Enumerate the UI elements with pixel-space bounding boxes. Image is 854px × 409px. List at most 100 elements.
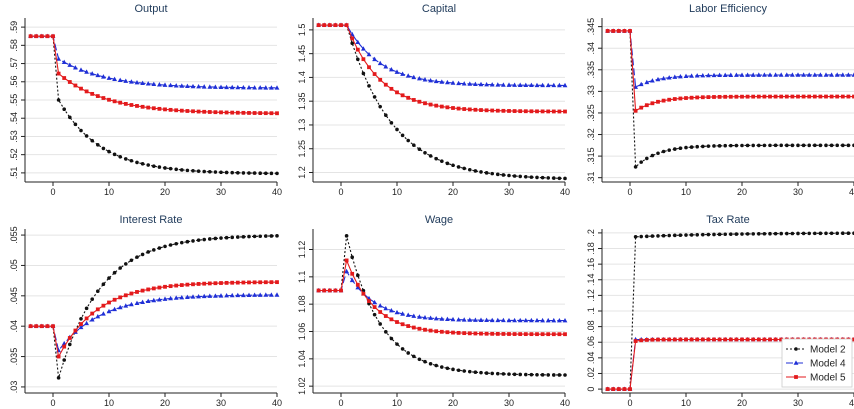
data-point bbox=[535, 372, 539, 377]
panel-title: Tax Rate bbox=[706, 214, 749, 226]
y-tick-label: 1.04 bbox=[297, 350, 307, 368]
data-point bbox=[56, 98, 61, 102]
y-tick-label: .04 bbox=[586, 352, 596, 365]
data-point bbox=[551, 109, 556, 114]
data-point bbox=[706, 95, 711, 99]
data-point bbox=[689, 73, 694, 78]
data-point bbox=[56, 354, 61, 359]
data-point bbox=[101, 96, 106, 100]
data-point bbox=[417, 357, 422, 362]
data-point bbox=[333, 288, 338, 293]
data-point bbox=[412, 143, 416, 147]
data-point bbox=[389, 317, 394, 322]
data-point bbox=[684, 96, 688, 100]
data-point bbox=[135, 255, 139, 259]
data-point bbox=[241, 280, 246, 285]
data-point bbox=[490, 108, 495, 113]
data-point bbox=[185, 239, 190, 244]
data-point bbox=[529, 175, 534, 179]
data-point bbox=[112, 152, 117, 157]
data-point bbox=[790, 72, 795, 77]
series-line bbox=[607, 30, 854, 169]
data-point bbox=[202, 169, 206, 174]
data-point bbox=[117, 77, 123, 82]
series-line bbox=[318, 258, 565, 335]
data-point bbox=[723, 232, 727, 237]
data-point bbox=[400, 311, 405, 316]
data-point bbox=[355, 284, 361, 290]
data-point bbox=[468, 369, 472, 374]
x-tick-label: 0 bbox=[50, 187, 55, 197]
data-point bbox=[473, 107, 478, 112]
data-point bbox=[756, 337, 761, 342]
y-tick-label: .045 bbox=[9, 287, 19, 305]
data-point bbox=[196, 169, 201, 173]
y-tick-label: .02 bbox=[586, 367, 596, 380]
data-point bbox=[157, 285, 162, 290]
data-point bbox=[751, 94, 756, 99]
data-point bbox=[62, 76, 67, 80]
data-point bbox=[824, 94, 828, 99]
data-point bbox=[207, 84, 213, 89]
data-point bbox=[202, 281, 207, 286]
data-point bbox=[378, 322, 383, 326]
data-point bbox=[650, 234, 655, 238]
data-point bbox=[355, 282, 360, 287]
data-point bbox=[101, 282, 106, 286]
data-point bbox=[67, 336, 72, 340]
data-point bbox=[529, 372, 534, 377]
data-point bbox=[818, 72, 823, 77]
data-point bbox=[523, 317, 529, 323]
y-tick-label: .16 bbox=[586, 258, 596, 271]
data-point bbox=[740, 143, 744, 148]
x-tick-label: 40 bbox=[849, 398, 854, 408]
data-point bbox=[400, 93, 405, 98]
y-tick-label: .055 bbox=[9, 226, 19, 244]
data-point bbox=[616, 387, 621, 391]
data-point bbox=[729, 232, 733, 236]
data-point bbox=[140, 104, 145, 109]
data-point bbox=[611, 29, 616, 33]
data-point bbox=[235, 84, 241, 90]
data-point bbox=[56, 56, 61, 61]
data-point bbox=[518, 372, 522, 377]
data-point bbox=[247, 171, 251, 175]
data-point bbox=[344, 258, 349, 263]
data-point bbox=[224, 84, 229, 90]
series-line bbox=[30, 281, 278, 359]
y-tick-label: 1.5 bbox=[297, 24, 307, 37]
data-point bbox=[107, 276, 111, 280]
data-point bbox=[372, 95, 377, 99]
data-point bbox=[633, 165, 638, 169]
data-point bbox=[361, 46, 366, 51]
y-tick-label: .18 bbox=[586, 242, 596, 255]
data-point bbox=[252, 234, 257, 239]
x-tick-label: 10 bbox=[681, 187, 691, 197]
data-point bbox=[456, 330, 461, 335]
data-point bbox=[140, 288, 145, 293]
data-point bbox=[823, 72, 829, 77]
data-point bbox=[179, 83, 185, 88]
data-point bbox=[829, 94, 834, 99]
data-point bbox=[655, 76, 661, 82]
data-point bbox=[717, 232, 722, 237]
data-point bbox=[219, 281, 223, 285]
data-point bbox=[196, 84, 201, 89]
y-tick-label: .34 bbox=[586, 42, 596, 55]
data-point bbox=[78, 324, 84, 330]
data-point bbox=[518, 174, 522, 179]
data-point bbox=[806, 72, 812, 77]
data-point bbox=[650, 337, 655, 342]
data-point bbox=[695, 144, 699, 149]
data-point bbox=[807, 143, 811, 148]
data-point bbox=[117, 304, 123, 310]
data-point bbox=[496, 172, 500, 177]
series-model-4 bbox=[316, 22, 568, 88]
data-point bbox=[84, 320, 89, 326]
x-tick-label: 40 bbox=[560, 398, 570, 408]
data-point bbox=[628, 387, 632, 391]
data-point bbox=[196, 238, 201, 242]
data-point bbox=[372, 72, 377, 76]
data-point bbox=[106, 308, 112, 314]
data-point bbox=[411, 74, 417, 80]
